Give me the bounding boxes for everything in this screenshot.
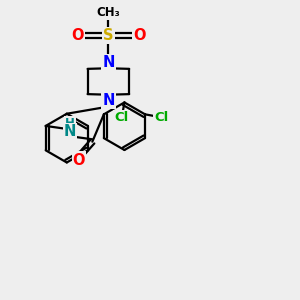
Text: N: N <box>64 124 76 139</box>
Text: H: H <box>65 117 75 130</box>
Text: O: O <box>71 28 83 43</box>
Text: O: O <box>73 153 85 168</box>
Text: Cl: Cl <box>114 111 129 124</box>
Text: Cl: Cl <box>154 111 169 124</box>
Text: N: N <box>102 93 115 108</box>
Text: N: N <box>102 55 115 70</box>
Text: S: S <box>103 28 114 43</box>
Text: O: O <box>133 28 146 43</box>
Text: CH₃: CH₃ <box>97 6 120 19</box>
